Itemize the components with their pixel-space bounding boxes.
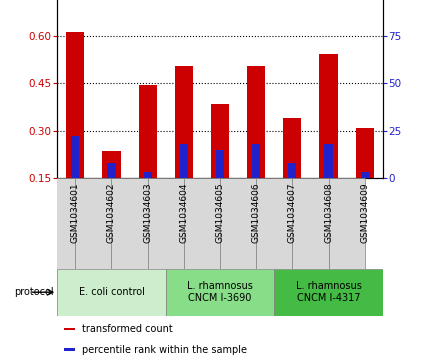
Bar bbox=[319, 54, 337, 178]
Text: percentile rank within the sample: percentile rank within the sample bbox=[82, 345, 247, 355]
Text: GSM1034609: GSM1034609 bbox=[360, 183, 369, 243]
Bar bbox=[283, 118, 301, 178]
Bar bbox=[216, 150, 224, 178]
Bar bbox=[252, 144, 260, 178]
Text: GSM1034607: GSM1034607 bbox=[288, 183, 297, 243]
Bar bbox=[107, 163, 116, 178]
Bar bbox=[288, 163, 297, 178]
Text: E. coli control: E. coli control bbox=[78, 287, 144, 297]
Text: GSM1034606: GSM1034606 bbox=[252, 183, 260, 243]
Text: GSM1034604: GSM1034604 bbox=[180, 183, 188, 243]
Text: GSM1034602: GSM1034602 bbox=[107, 183, 116, 243]
Text: transformed count: transformed count bbox=[82, 324, 172, 334]
Bar bbox=[211, 104, 229, 178]
Bar bbox=[139, 85, 157, 178]
Text: GSM1034601: GSM1034601 bbox=[71, 183, 80, 243]
Bar bbox=[220, 178, 256, 269]
Bar bbox=[64, 327, 75, 330]
Bar bbox=[57, 269, 166, 316]
Bar bbox=[111, 178, 148, 269]
Text: L. rhamnosus
CNCM I-3690: L. rhamnosus CNCM I-3690 bbox=[187, 281, 253, 303]
Bar bbox=[64, 348, 75, 351]
Text: protocol: protocol bbox=[15, 287, 54, 297]
Bar bbox=[324, 144, 333, 178]
Bar bbox=[274, 269, 383, 316]
Bar bbox=[292, 178, 329, 269]
Bar bbox=[180, 144, 188, 178]
Bar bbox=[103, 151, 121, 178]
Bar bbox=[256, 178, 292, 269]
Text: GSM1034605: GSM1034605 bbox=[216, 183, 224, 243]
Bar bbox=[66, 32, 84, 178]
Bar bbox=[175, 66, 193, 178]
Text: L. rhamnosus
CNCM I-4317: L. rhamnosus CNCM I-4317 bbox=[296, 281, 362, 303]
Text: GSM1034608: GSM1034608 bbox=[324, 183, 333, 243]
Bar bbox=[39, 178, 75, 269]
Bar bbox=[75, 178, 111, 269]
Bar bbox=[247, 66, 265, 178]
Text: GSM1034603: GSM1034603 bbox=[143, 183, 152, 243]
Bar bbox=[148, 178, 184, 269]
Bar bbox=[143, 172, 152, 178]
Bar bbox=[329, 178, 365, 269]
Bar bbox=[184, 178, 220, 269]
Bar bbox=[356, 127, 374, 178]
Bar bbox=[361, 172, 369, 178]
Bar bbox=[71, 136, 79, 178]
Bar bbox=[166, 269, 274, 316]
